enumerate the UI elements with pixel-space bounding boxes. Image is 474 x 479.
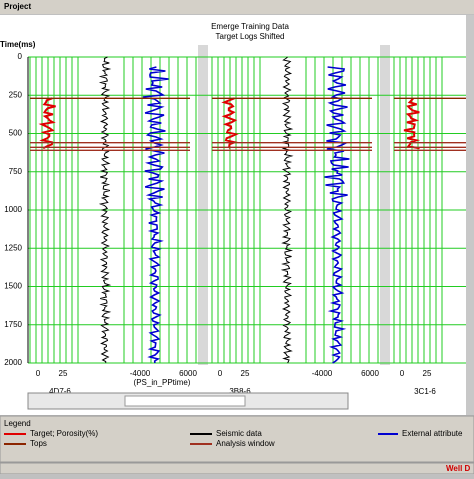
well-separator: [380, 45, 390, 365]
seismic-trace: [98, 56, 112, 364]
status-text: Well D: [446, 464, 471, 473]
y-tick-label: 0: [18, 52, 23, 61]
x-tick-label: 6000: [179, 369, 197, 378]
plot-subtitle: Target Logs Shifted: [216, 32, 285, 41]
well-name: 4D7-6: [49, 387, 71, 396]
porosity-log: [221, 97, 239, 149]
legend-panel: [0, 415, 474, 463]
x-tick-label: 25: [241, 369, 250, 378]
status-bar: [0, 462, 474, 475]
x-tick-label: -4000: [312, 369, 333, 378]
legend-entry: External attribute: [402, 429, 463, 438]
legend-entry: Analysis window: [216, 439, 275, 448]
y-tick-label: 2000: [4, 358, 22, 367]
well-name: 3B8-6: [229, 387, 251, 396]
plot-title: Emerge Training Data: [211, 22, 289, 31]
x-tick-label: 0: [218, 369, 223, 378]
legend-entry: Tops: [30, 439, 47, 448]
x-tick-label: 0: [36, 369, 41, 378]
legend-title: Legend: [4, 419, 31, 428]
x-tick-label: -4000: [130, 369, 151, 378]
scroll-thumb[interactable]: [124, 395, 246, 407]
y-tick-label: 1750: [4, 320, 22, 329]
y-tick-label: 750: [9, 167, 23, 176]
external-attribute: [142, 66, 169, 364]
x-tick-label: 0: [400, 369, 405, 378]
plot-area: [0, 15, 474, 415]
seismic-trace: [280, 56, 294, 364]
y-tick-label: 1500: [4, 282, 22, 291]
well-name: 3C1-6: [414, 387, 436, 396]
legend-entry: Target; Porosity(%): [30, 429, 98, 438]
x-tick-label: 25: [423, 369, 432, 378]
external-attribute: [324, 66, 350, 364]
scroll-edge: [466, 15, 474, 415]
y-tick-label: 1250: [4, 243, 22, 252]
y-axis-label: Time(ms): [0, 40, 36, 49]
y-tick-label: 1000: [4, 205, 22, 214]
y-tick-label: 500: [9, 129, 23, 138]
well-separator: [198, 45, 208, 365]
porosity-log: [38, 97, 56, 150]
x-tick-label: 6000: [361, 369, 379, 378]
track-label: (PS_in_PPtime): [134, 378, 191, 387]
x-tick-label: 25: [59, 369, 68, 378]
y-tick-label: 250: [9, 90, 23, 99]
legend-entry: Seismic data: [216, 429, 262, 438]
window-title: Project: [4, 2, 31, 11]
porosity-log: [403, 97, 421, 150]
title-bar: [0, 0, 474, 14]
